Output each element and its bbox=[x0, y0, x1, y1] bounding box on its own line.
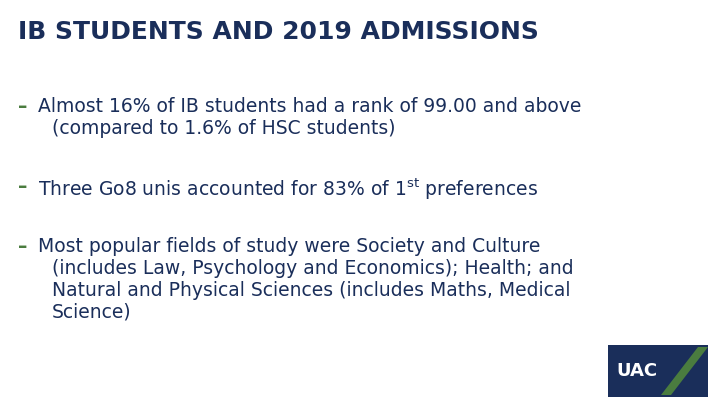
Text: (includes Law, Psychology and Economics); Health; and: (includes Law, Psychology and Economics)… bbox=[52, 259, 574, 278]
Polygon shape bbox=[661, 347, 708, 395]
Text: –: – bbox=[18, 97, 27, 116]
Bar bbox=[608, 345, 708, 397]
Text: Science): Science) bbox=[52, 303, 132, 322]
Text: Almost 16% of IB students had a rank of 99.00 and above: Almost 16% of IB students had a rank of … bbox=[38, 97, 581, 116]
Text: (compared to 1.6% of HSC students): (compared to 1.6% of HSC students) bbox=[52, 119, 395, 138]
Text: IB STUDENTS AND 2019 ADMISSIONS: IB STUDENTS AND 2019 ADMISSIONS bbox=[18, 20, 539, 44]
Text: Natural and Physical Sciences (includes Maths, Medical: Natural and Physical Sciences (includes … bbox=[52, 281, 570, 300]
Text: –: – bbox=[18, 177, 27, 196]
Text: Most popular fields of study were Society and Culture: Most popular fields of study were Societ… bbox=[38, 237, 541, 256]
Text: –: – bbox=[18, 237, 27, 256]
Text: Three Go8 unis accounted for 83% of 1$^{\mathrm{st}}$ preferences: Three Go8 unis accounted for 83% of 1$^{… bbox=[38, 177, 538, 202]
Text: UAC: UAC bbox=[616, 362, 657, 380]
